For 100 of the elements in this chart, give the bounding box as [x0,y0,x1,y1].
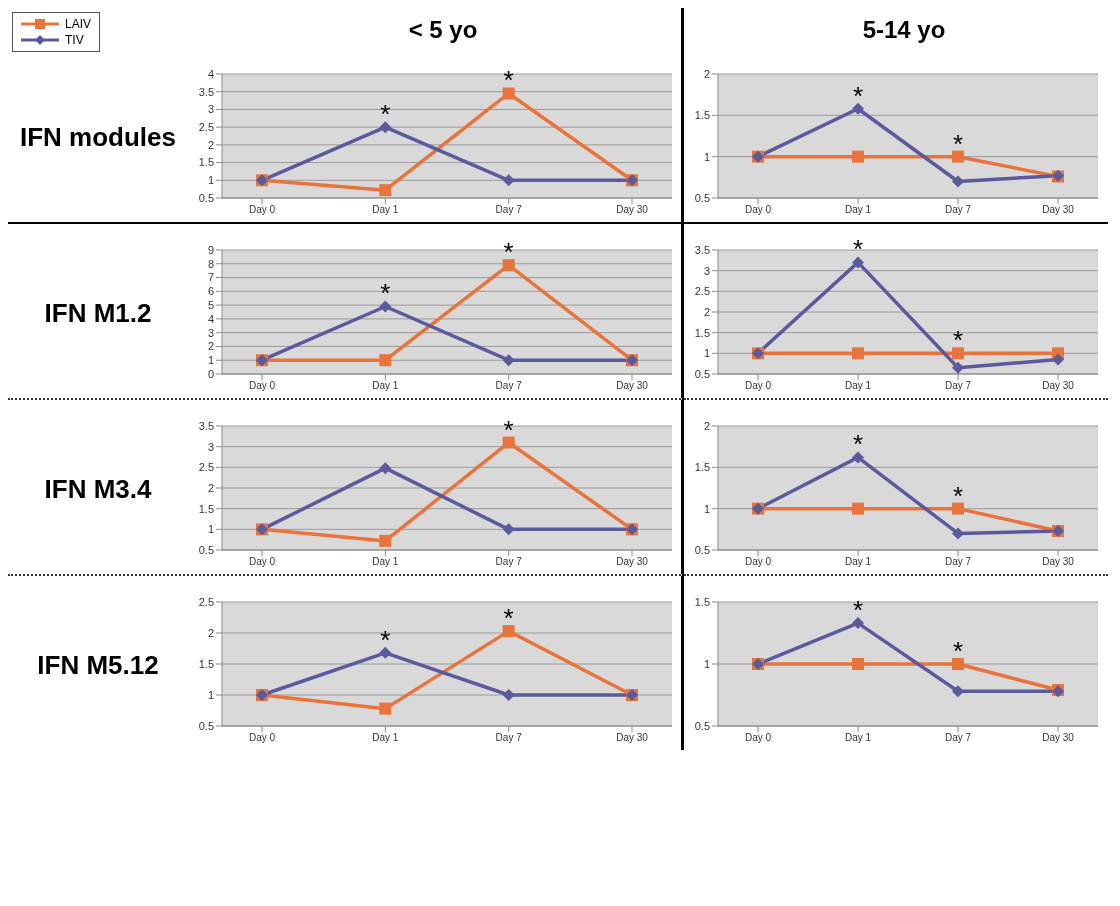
y-axis-title: IFN modules [19,121,176,153]
y-tick-label: 1.5 [694,461,710,474]
x-tick-label: Day 30 [616,204,649,216]
y-tick-label: 4 [207,312,214,325]
annotation: * [380,278,391,309]
y-tick-label: 2 [207,481,214,494]
y-tick-label: 0 [207,367,214,380]
y-tick-label: 1 [207,688,214,701]
y-tick-label: 1.5 [694,109,710,122]
x-tick-label: Day 30 [616,556,649,568]
x-tick-label: Day 30 [1042,380,1075,392]
y-tick-label: 1.5 [694,326,710,339]
y-tick-label: 0.5 [198,719,214,732]
annotation: * [503,237,514,268]
y-tick-label: 5 [207,299,214,312]
y-tick-label: 2.5 [198,595,214,608]
y-tick-label: 0.5 [694,367,710,380]
y-tick-label: 2 [703,305,710,318]
y-tick-label: 9 [207,243,214,256]
annotation: * [952,128,964,159]
y-tick-label: 1.5 [694,595,710,608]
annotation: * [852,595,864,626]
x-tick-label: Day 1 [844,380,872,392]
y-tick-label: 3 [207,103,214,116]
annotation: * [503,414,514,445]
x-tick-label: Day 0 [248,556,276,568]
annotation: * [852,429,864,460]
y-tick-label: 2.5 [694,285,710,298]
x-tick-label: Day 0 [744,204,772,216]
chart-title: < 5 yo [407,15,479,45]
annotation: * [380,99,391,130]
x-tick-label: Day 1 [372,556,399,568]
x-tick-label: Day 30 [1042,732,1075,744]
y-tick-label: 3 [703,264,710,277]
x-tick-label: Day 7 [495,204,523,216]
x-tick-label: Day 7 [944,204,972,216]
x-tick-label: Day 7 [944,556,972,568]
y-tick-label: 0.5 [694,543,710,556]
y-tick-label: 3.5 [198,419,214,432]
y-tick-label: 1.5 [198,156,214,169]
y-tick-label: 0.5 [694,719,710,732]
annotation: * [952,325,964,356]
y-tick-label: 1 [703,347,710,360]
y-tick-label: 2 [207,340,214,353]
y-tick-label: 2 [207,626,214,639]
x-tick-label: Day 0 [744,732,772,744]
y-tick-label: 1 [207,523,214,536]
y-tick-label: 6 [207,285,214,298]
chart-title: 5-14 yo [861,15,947,45]
annotation: * [952,636,964,666]
x-tick-label: Day 1 [372,380,399,392]
y-tick-label: 1.5 [198,657,214,670]
x-tick-label: Day 0 [744,380,772,392]
y-tick-label: 1 [207,354,214,367]
y-tick-label: 1 [207,174,214,187]
y-tick-label: 2.5 [198,461,214,474]
y-axis-title: IFN M1.2 [44,297,152,329]
y-tick-label: 3.5 [198,85,214,98]
y-tick-label: 3 [207,440,214,453]
x-tick-label: Day 1 [372,732,399,744]
y-tick-label: 3.5 [694,243,710,256]
y-tick-label: 2.5 [198,121,214,134]
y-axis-title: IFN M3.4 [44,473,152,505]
y-tick-label: 3 [207,326,214,339]
annotation: * [503,65,514,96]
x-tick-label: Day 0 [248,380,276,392]
y-tick-label: 8 [207,257,214,270]
annotation: * [503,603,514,634]
annotation: * [852,80,864,111]
x-tick-label: Day 1 [844,556,872,568]
legend-label: TIV [65,33,84,47]
y-tick-label: 0.5 [198,191,214,204]
x-tick-label: Day 30 [1042,556,1075,568]
x-tick-label: Day 7 [944,380,972,392]
y-tick-label: 2 [207,138,214,151]
annotation: * [380,624,391,655]
x-tick-label: Day 7 [944,732,972,744]
x-tick-label: Day 0 [248,204,276,216]
x-tick-label: Day 1 [844,204,872,216]
annotation: * [852,234,864,265]
y-tick-label: 0.5 [694,191,710,204]
x-tick-label: Day 7 [495,732,523,744]
legend-label: LAIV [65,17,92,31]
x-tick-label: Day 1 [372,204,399,216]
x-tick-label: Day 7 [495,556,523,568]
x-tick-label: Day 0 [248,732,276,744]
y-axis-title: IFN M5.12 [37,649,159,681]
x-tick-label: Day 0 [744,556,772,568]
y-tick-label: 2 [703,67,710,80]
y-tick-label: 1.5 [198,502,214,515]
y-tick-label: 0.5 [198,543,214,556]
y-tick-label: 1 [703,657,710,670]
x-tick-label: Day 7 [495,380,523,392]
x-tick-label: Day 30 [616,732,649,744]
y-tick-label: 2 [703,419,710,432]
x-tick-label: Day 30 [616,380,649,392]
y-tick-label: 1 [703,150,710,163]
y-tick-label: 1 [703,502,710,515]
y-tick-label: 4 [207,67,214,80]
annotation: * [952,480,964,511]
